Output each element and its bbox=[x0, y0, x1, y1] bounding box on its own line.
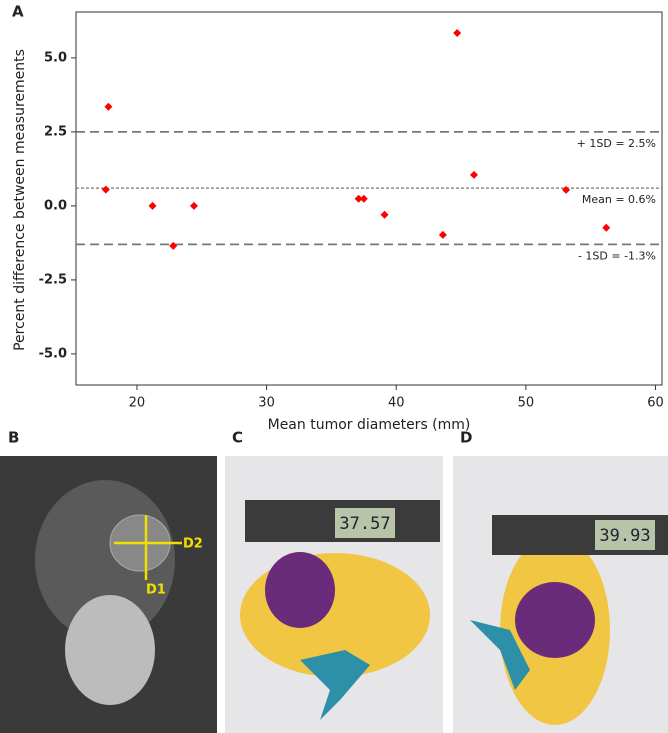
d1-label: D1 bbox=[146, 583, 166, 598]
x-tick-label: 50 bbox=[518, 396, 535, 411]
plot-frame bbox=[75, 11, 663, 386]
data-point bbox=[562, 185, 571, 194]
data-point bbox=[380, 210, 389, 219]
vessel-model bbox=[470, 620, 530, 690]
data-point bbox=[470, 170, 479, 179]
data-point bbox=[169, 241, 178, 250]
data-point bbox=[101, 185, 110, 194]
x-tick-label: 30 bbox=[258, 396, 275, 411]
x-axis-label: Mean tumor diameters (mm) bbox=[268, 417, 471, 433]
data-point bbox=[189, 201, 198, 210]
panel-label: C bbox=[232, 429, 243, 447]
reference-label: Mean = 0.6% bbox=[582, 193, 656, 206]
tumor-model bbox=[265, 552, 335, 628]
caliper-reading: 39.93 bbox=[599, 526, 650, 546]
data-point bbox=[104, 102, 113, 111]
tumor-model bbox=[515, 582, 595, 658]
panel-label: B bbox=[8, 429, 19, 447]
panel-label: D bbox=[460, 429, 472, 447]
y-tick-label: 5.0 bbox=[44, 50, 67, 65]
data-point bbox=[148, 201, 157, 210]
y-tick-label: -5.0 bbox=[39, 346, 67, 361]
reference-label: - 1SD = -1.3% bbox=[578, 249, 656, 262]
data-point bbox=[359, 194, 368, 203]
panel-label: A bbox=[12, 3, 24, 21]
caliper-display bbox=[335, 508, 395, 538]
panel-c: 37.57 C bbox=[225, 429, 443, 733]
data-point bbox=[438, 230, 447, 239]
x-tick-label: 40 bbox=[388, 396, 405, 411]
data-point bbox=[602, 223, 611, 232]
x-tick-label: 60 bbox=[647, 396, 664, 411]
mri-structure bbox=[65, 595, 155, 705]
panel-d: 39.93 D bbox=[453, 429, 668, 733]
data-point bbox=[354, 194, 363, 203]
panel-b: D2 D1 B bbox=[0, 429, 217, 733]
x-tick-label: 20 bbox=[129, 396, 146, 411]
y-tick-label: 0.0 bbox=[44, 198, 67, 213]
reference-label: + 1SD = 2.5% bbox=[577, 137, 656, 150]
caliper-display bbox=[595, 520, 655, 550]
vessel-model bbox=[300, 650, 370, 720]
y-axis-label: Percent difference between measurements bbox=[12, 49, 28, 351]
data-point bbox=[453, 29, 462, 38]
d2-label: D2 bbox=[183, 537, 203, 552]
y-tick-label: 2.5 bbox=[44, 124, 67, 139]
y-tick-label: -2.5 bbox=[39, 272, 67, 287]
caliper-reading: 37.57 bbox=[339, 514, 390, 534]
